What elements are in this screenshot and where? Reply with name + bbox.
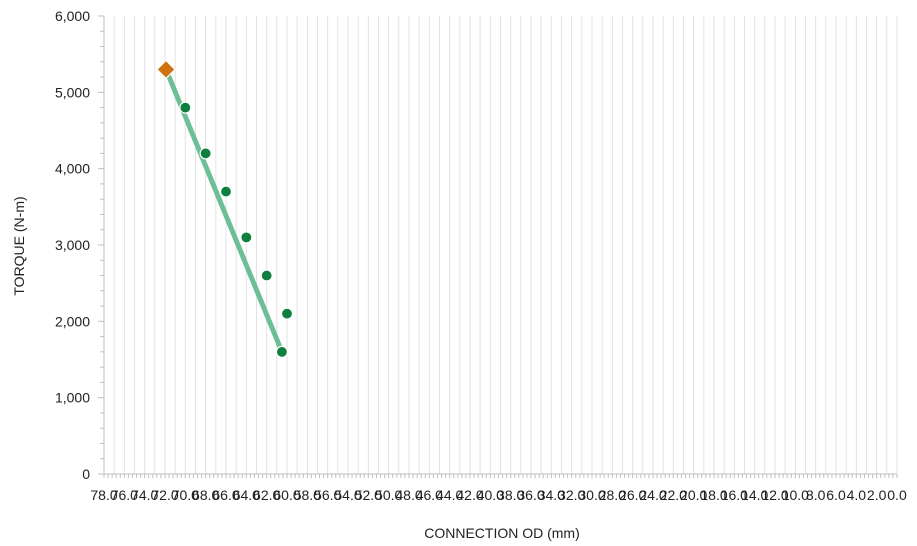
x-tick-label: 12.0 <box>761 487 788 503</box>
x-tick-label: 66.0 <box>212 487 239 503</box>
x-tick-label: 10.0 <box>782 487 809 503</box>
data-point <box>275 345 289 358</box>
x-tick-label: 24.0 <box>639 487 666 503</box>
x-tick-label: 40.0 <box>477 487 504 503</box>
data-point <box>199 147 212 160</box>
x-tick-label: 20.0 <box>680 487 707 503</box>
series-line <box>163 66 285 355</box>
y-axis-title: TORQUE (N-m) <box>11 196 27 295</box>
y-tick-label: 6,000 <box>55 8 90 24</box>
x-tick-label: 14.0 <box>741 487 768 503</box>
x-tick-label: 64.0 <box>233 487 260 503</box>
x-tick-label: 74.0 <box>131 487 158 503</box>
x-tick-label: 0.0 <box>887 487 907 503</box>
y-tick-label: 3,000 <box>55 237 90 253</box>
x-tick-label: 60.0 <box>273 487 300 503</box>
data-point <box>219 185 233 198</box>
x-tick-label: 78.0 <box>90 487 117 503</box>
x-tick-label: 4.0 <box>847 487 867 503</box>
data-point <box>240 231 253 244</box>
x-tick-label: 58.0 <box>294 487 321 503</box>
y-tick-label: 5,000 <box>55 84 90 100</box>
x-tick-label: 46.0 <box>416 487 443 503</box>
x-tick-label: 52.0 <box>355 487 382 503</box>
x-tick-label: 68.0 <box>192 487 219 503</box>
y-tick-label: 0 <box>82 466 90 482</box>
tick-labels: 01,0002,0003,0004,0005,0006,00078.076.07… <box>55 8 907 503</box>
data-point <box>179 101 192 114</box>
y-tick-label: 1,000 <box>55 390 90 406</box>
x-tick-label: 36.0 <box>517 487 544 503</box>
x-tick-label: 18.0 <box>700 487 727 503</box>
axes <box>98 15 898 478</box>
x-tick-label: 56.0 <box>314 487 341 503</box>
x-tick-label: 76.0 <box>111 487 138 503</box>
y-tick-label: 2,000 <box>55 313 90 329</box>
x-tick-label: 22.0 <box>660 487 687 503</box>
x-tick-label: 2.0 <box>867 487 887 503</box>
x-tick-label: 54.0 <box>334 487 361 503</box>
x-tick-label: 16.0 <box>721 487 748 503</box>
x-tick-label: 30.0 <box>578 487 605 503</box>
plot-area <box>156 59 294 358</box>
diamond-point <box>156 59 176 80</box>
x-tick-label: 42.0 <box>456 487 483 503</box>
x-tick-label: 72.0 <box>151 487 178 503</box>
x-tick-label: 8.0 <box>806 487 826 503</box>
data-point <box>260 269 273 282</box>
x-tick-label: 70.0 <box>172 487 199 503</box>
x-tick-label: 34.0 <box>538 487 565 503</box>
x-tick-label: 6.0 <box>826 487 846 503</box>
x-tick-label: 62.0 <box>253 487 280 503</box>
y-tick-label: 4,000 <box>55 161 90 177</box>
data-point <box>280 307 294 320</box>
gridlines <box>113 16 898 474</box>
x-tick-label: 50.0 <box>375 487 402 503</box>
x-tick-label: 44.0 <box>436 487 463 503</box>
x-tick-label: 48.0 <box>395 487 422 503</box>
x-tick-label: 38.0 <box>497 487 524 503</box>
x-tick-label: 26.0 <box>619 487 646 503</box>
x-tick-label: 28.0 <box>599 487 626 503</box>
x-tick-label: 32.0 <box>558 487 585 503</box>
x-axis-title: CONNECTION OD (mm) <box>424 525 580 541</box>
